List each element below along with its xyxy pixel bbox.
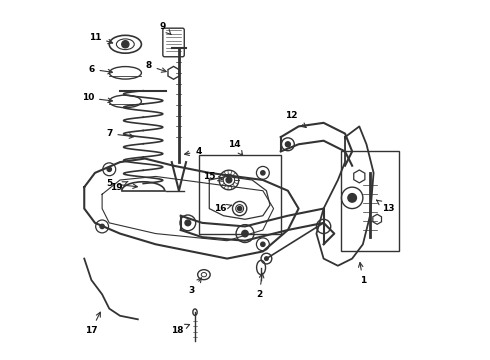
Circle shape — [285, 142, 291, 147]
Text: 19: 19 — [110, 181, 128, 192]
Text: 10: 10 — [82, 93, 112, 103]
Text: 16: 16 — [214, 204, 232, 213]
Text: 6: 6 — [88, 65, 112, 74]
Text: 9: 9 — [160, 22, 171, 35]
Text: 11: 11 — [89, 33, 113, 44]
Text: 17: 17 — [85, 312, 100, 334]
Circle shape — [242, 230, 248, 237]
Text: 12: 12 — [285, 111, 306, 127]
Text: 7: 7 — [106, 129, 134, 138]
Text: 2: 2 — [256, 273, 264, 299]
Circle shape — [122, 41, 129, 48]
Bar — [198, 155, 281, 234]
Text: 15: 15 — [203, 172, 222, 181]
Circle shape — [185, 220, 191, 226]
Text: 8: 8 — [146, 61, 166, 72]
Circle shape — [261, 242, 265, 247]
Text: 18: 18 — [171, 324, 190, 334]
Circle shape — [348, 194, 356, 202]
Text: 4: 4 — [185, 147, 202, 156]
Bar — [342, 152, 398, 251]
Circle shape — [107, 167, 111, 171]
Text: 14: 14 — [228, 140, 243, 156]
Text: 1: 1 — [359, 262, 366, 284]
Text: 13: 13 — [376, 200, 394, 213]
Circle shape — [100, 224, 104, 229]
Circle shape — [265, 257, 268, 260]
Text: 3: 3 — [188, 278, 201, 295]
Circle shape — [238, 206, 242, 211]
Text: 5: 5 — [106, 179, 137, 188]
Circle shape — [261, 171, 265, 175]
Circle shape — [226, 177, 232, 183]
